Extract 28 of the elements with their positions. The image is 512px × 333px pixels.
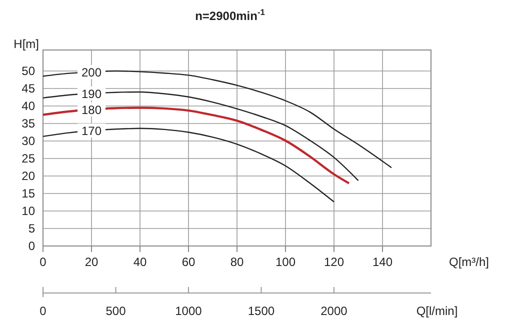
x2-tick-label: 2000 <box>320 304 348 318</box>
x-axis-title: Q[m³/h] <box>448 255 490 269</box>
y-tick-label: 15 <box>22 186 36 200</box>
y-tick-label: 20 <box>22 169 36 183</box>
y-tick-label: 35 <box>22 116 36 130</box>
y-axis-title: H[m] <box>14 37 39 51</box>
y-tick-label: 0 <box>28 239 36 253</box>
y-tick-label: 5 <box>28 222 36 236</box>
y-tick-label: 30 <box>22 134 36 148</box>
x-tick-label: 0 <box>40 255 47 269</box>
x-tick-label: 60 <box>182 255 196 269</box>
x2-tick-label: 0 <box>40 304 47 318</box>
y-tick-label: 10 <box>22 204 36 218</box>
y-tick-label: 50 <box>22 64 36 78</box>
x-tick-label: 80 <box>230 255 244 269</box>
chart-title: n=2900min$^{-1}$ <box>195 7 266 23</box>
x-tick-label: 40 <box>133 255 147 269</box>
x-tick-label: 140 <box>372 255 393 269</box>
x2-axis-title: Q[l/min] <box>416 304 458 318</box>
x2-tick-label: 1500 <box>248 304 275 318</box>
x-tick-label: 20 <box>84 255 98 269</box>
x-tick-label: 120 <box>324 255 344 269</box>
x2-tick-label: 500 <box>106 304 126 318</box>
y-tick-label: 25 <box>22 152 36 166</box>
x-tick-label: 100 <box>275 255 296 269</box>
x2-tick-label: 1000 <box>175 304 202 318</box>
y-tick-label: 40 <box>22 99 36 113</box>
y-tick-label: 45 <box>22 82 36 96</box>
